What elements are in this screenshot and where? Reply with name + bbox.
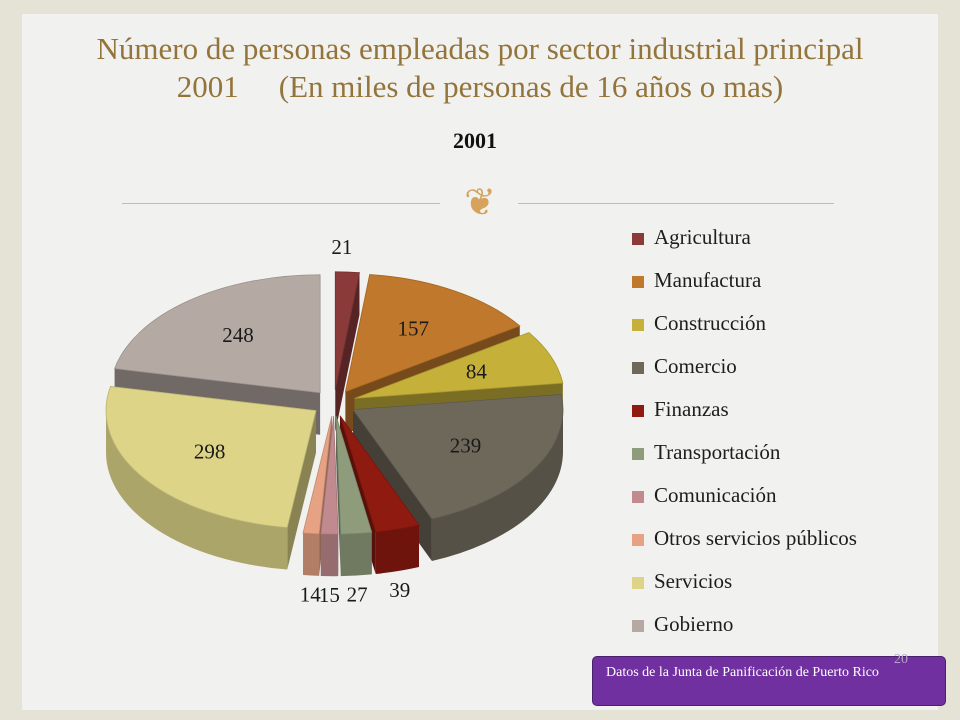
legend-swatch	[632, 620, 644, 632]
legend-label: Construcción	[654, 311, 766, 335]
pie-slice-comunicaci-n	[320, 416, 339, 535]
legend-swatch	[632, 233, 644, 245]
chart-legend: Agricultura Manufactura Construcción Comerc…	[632, 222, 932, 652]
legend-swatch	[632, 405, 644, 417]
slide-title-units: (En miles de personas de 16 años o mas)	[278, 69, 784, 104]
data-label-comunicaci-n: 15	[319, 583, 340, 605]
legend-item: Otros servicios públicos	[632, 523, 932, 566]
legend-label: Finanzas	[654, 397, 729, 421]
legend-item: Transportación	[632, 437, 932, 480]
legend-label: Transportación	[654, 440, 781, 464]
legend-item: Comunicación	[632, 480, 932, 523]
data-label-otros-servicios-p-blicos: 14	[300, 583, 322, 605]
source-note-text: Datos de la Junta de Panificación de Pue…	[606, 665, 879, 680]
slide-title: Número de personas empleadas por sector …	[22, 30, 938, 106]
legend-item: Comercio	[632, 351, 932, 394]
pie-slice-construcci-n	[354, 332, 564, 399]
pie-slice-transportaci-n	[335, 416, 373, 535]
legend-swatch	[632, 534, 644, 546]
data-label-comercio: 239	[450, 434, 482, 458]
legend-label: Servicios	[654, 569, 733, 593]
legend-label: Comercio	[654, 354, 737, 378]
legend-label: Manufactura	[654, 268, 762, 292]
slide-border-bottom	[0, 710, 960, 720]
page-number: 20	[894, 652, 908, 667]
legend-label: Comunicación	[654, 483, 777, 507]
legend-item: Servicios	[632, 566, 932, 609]
legend-swatch	[632, 448, 644, 460]
legend-label: Otros servicios públicos	[654, 526, 857, 550]
pie-slice-servicios	[105, 385, 317, 528]
legend-swatch	[632, 276, 644, 288]
slide-border-top	[0, 0, 960, 14]
legend-item: Construcción	[632, 308, 932, 351]
data-label-gobierno: 248	[222, 323, 254, 347]
pie-slice-gobierno	[114, 274, 321, 394]
legend-swatch	[632, 362, 644, 374]
pie-slice-agricultura	[334, 271, 360, 390]
data-label-construcci-n: 84	[466, 360, 488, 384]
data-label-agricultura: 21	[331, 235, 352, 259]
slide-title-year: 2001	[176, 69, 239, 104]
slide-border-left	[0, 0, 22, 720]
divider-left	[122, 203, 440, 204]
chart-title: 2001	[453, 128, 497, 153]
slide-title-line2: 2001 (En miles de personas de 16 años o m…	[22, 68, 938, 106]
legend-swatch	[632, 491, 644, 503]
source-note-box: Datos de la Junta de Panificación de Pue…	[592, 656, 946, 706]
pie-slice-finanzas	[339, 415, 420, 533]
data-label-finanzas: 39	[389, 578, 410, 602]
data-label-manufactura: 157	[397, 316, 429, 340]
legend-label: Gobierno	[654, 612, 734, 636]
pie-slice-otros-servicios-p-blicos	[302, 416, 333, 535]
pie-slice-comercio	[352, 394, 564, 520]
data-label-servicios: 298	[194, 440, 226, 464]
legend-item: Gobierno	[632, 609, 932, 652]
slide-border-right	[938, 0, 960, 720]
data-label-transportaci-n: 27	[347, 583, 368, 605]
legend-swatch	[632, 577, 644, 589]
legend-item: Finanzas	[632, 394, 932, 437]
legend-swatch	[632, 319, 644, 331]
decorative-scroll-icon: ❦	[464, 180, 496, 224]
pie-slice-side-0	[335, 272, 360, 432]
legend-label: Agricultura	[654, 225, 751, 249]
legend-item: Agricultura	[632, 222, 932, 265]
divider-right	[518, 203, 834, 204]
slide-title-line1: Número de personas empleadas por sector …	[96, 31, 864, 66]
pie-slice-manufactura	[344, 274, 521, 393]
legend-item: Manufactura	[632, 265, 932, 308]
